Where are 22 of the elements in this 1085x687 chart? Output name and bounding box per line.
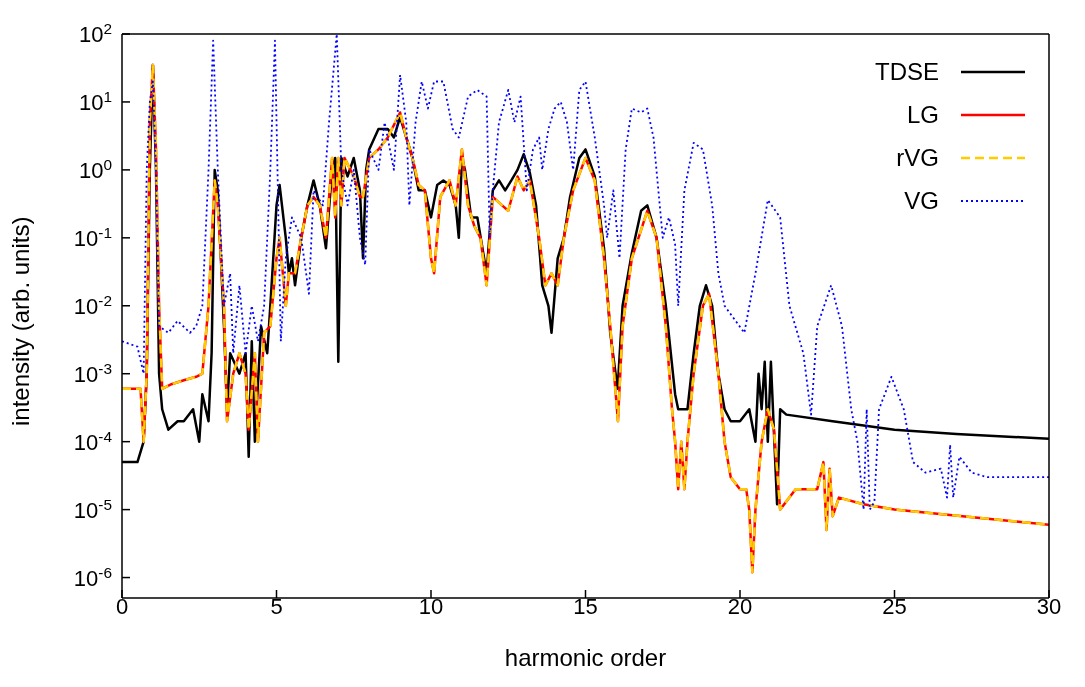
legend-label: LG bbox=[906, 100, 939, 129]
x-tick-label: 25 bbox=[882, 594, 907, 619]
legend-label: rVG bbox=[896, 143, 939, 172]
x-tick-label: 15 bbox=[573, 594, 598, 619]
y-tick-label: 10$^{2}$ bbox=[78, 19, 112, 47]
x-axis-title: harmonic order bbox=[504, 644, 667, 671]
x-tick-label: 20 bbox=[727, 594, 753, 619]
legend-label: VG bbox=[904, 186, 939, 215]
x-tick-label: 10 bbox=[418, 594, 444, 619]
y-axis-title: intensity (arb. units) bbox=[6, 216, 34, 426]
x-tick-label: 0 bbox=[115, 594, 129, 619]
y-tick-label: 10$^{-3}$ bbox=[73, 359, 112, 387]
y-tick-label: 10$^{-6}$ bbox=[73, 563, 112, 591]
x-tick-label: 30 bbox=[1036, 594, 1062, 619]
legend-label: TDSE bbox=[874, 57, 939, 86]
y-tick-label: 10$^{-1}$ bbox=[73, 223, 112, 251]
y-tick-label: 10$^{-5}$ bbox=[73, 495, 112, 523]
y-tick-label: 10$^{0}$ bbox=[78, 155, 112, 183]
y-tick-label: 10$^{-2}$ bbox=[73, 291, 112, 319]
y-tick-label: 10$^{1}$ bbox=[78, 87, 112, 115]
y-tick-label: 10$^{-4}$ bbox=[73, 427, 113, 455]
x-tick-label: 5 bbox=[270, 594, 283, 619]
